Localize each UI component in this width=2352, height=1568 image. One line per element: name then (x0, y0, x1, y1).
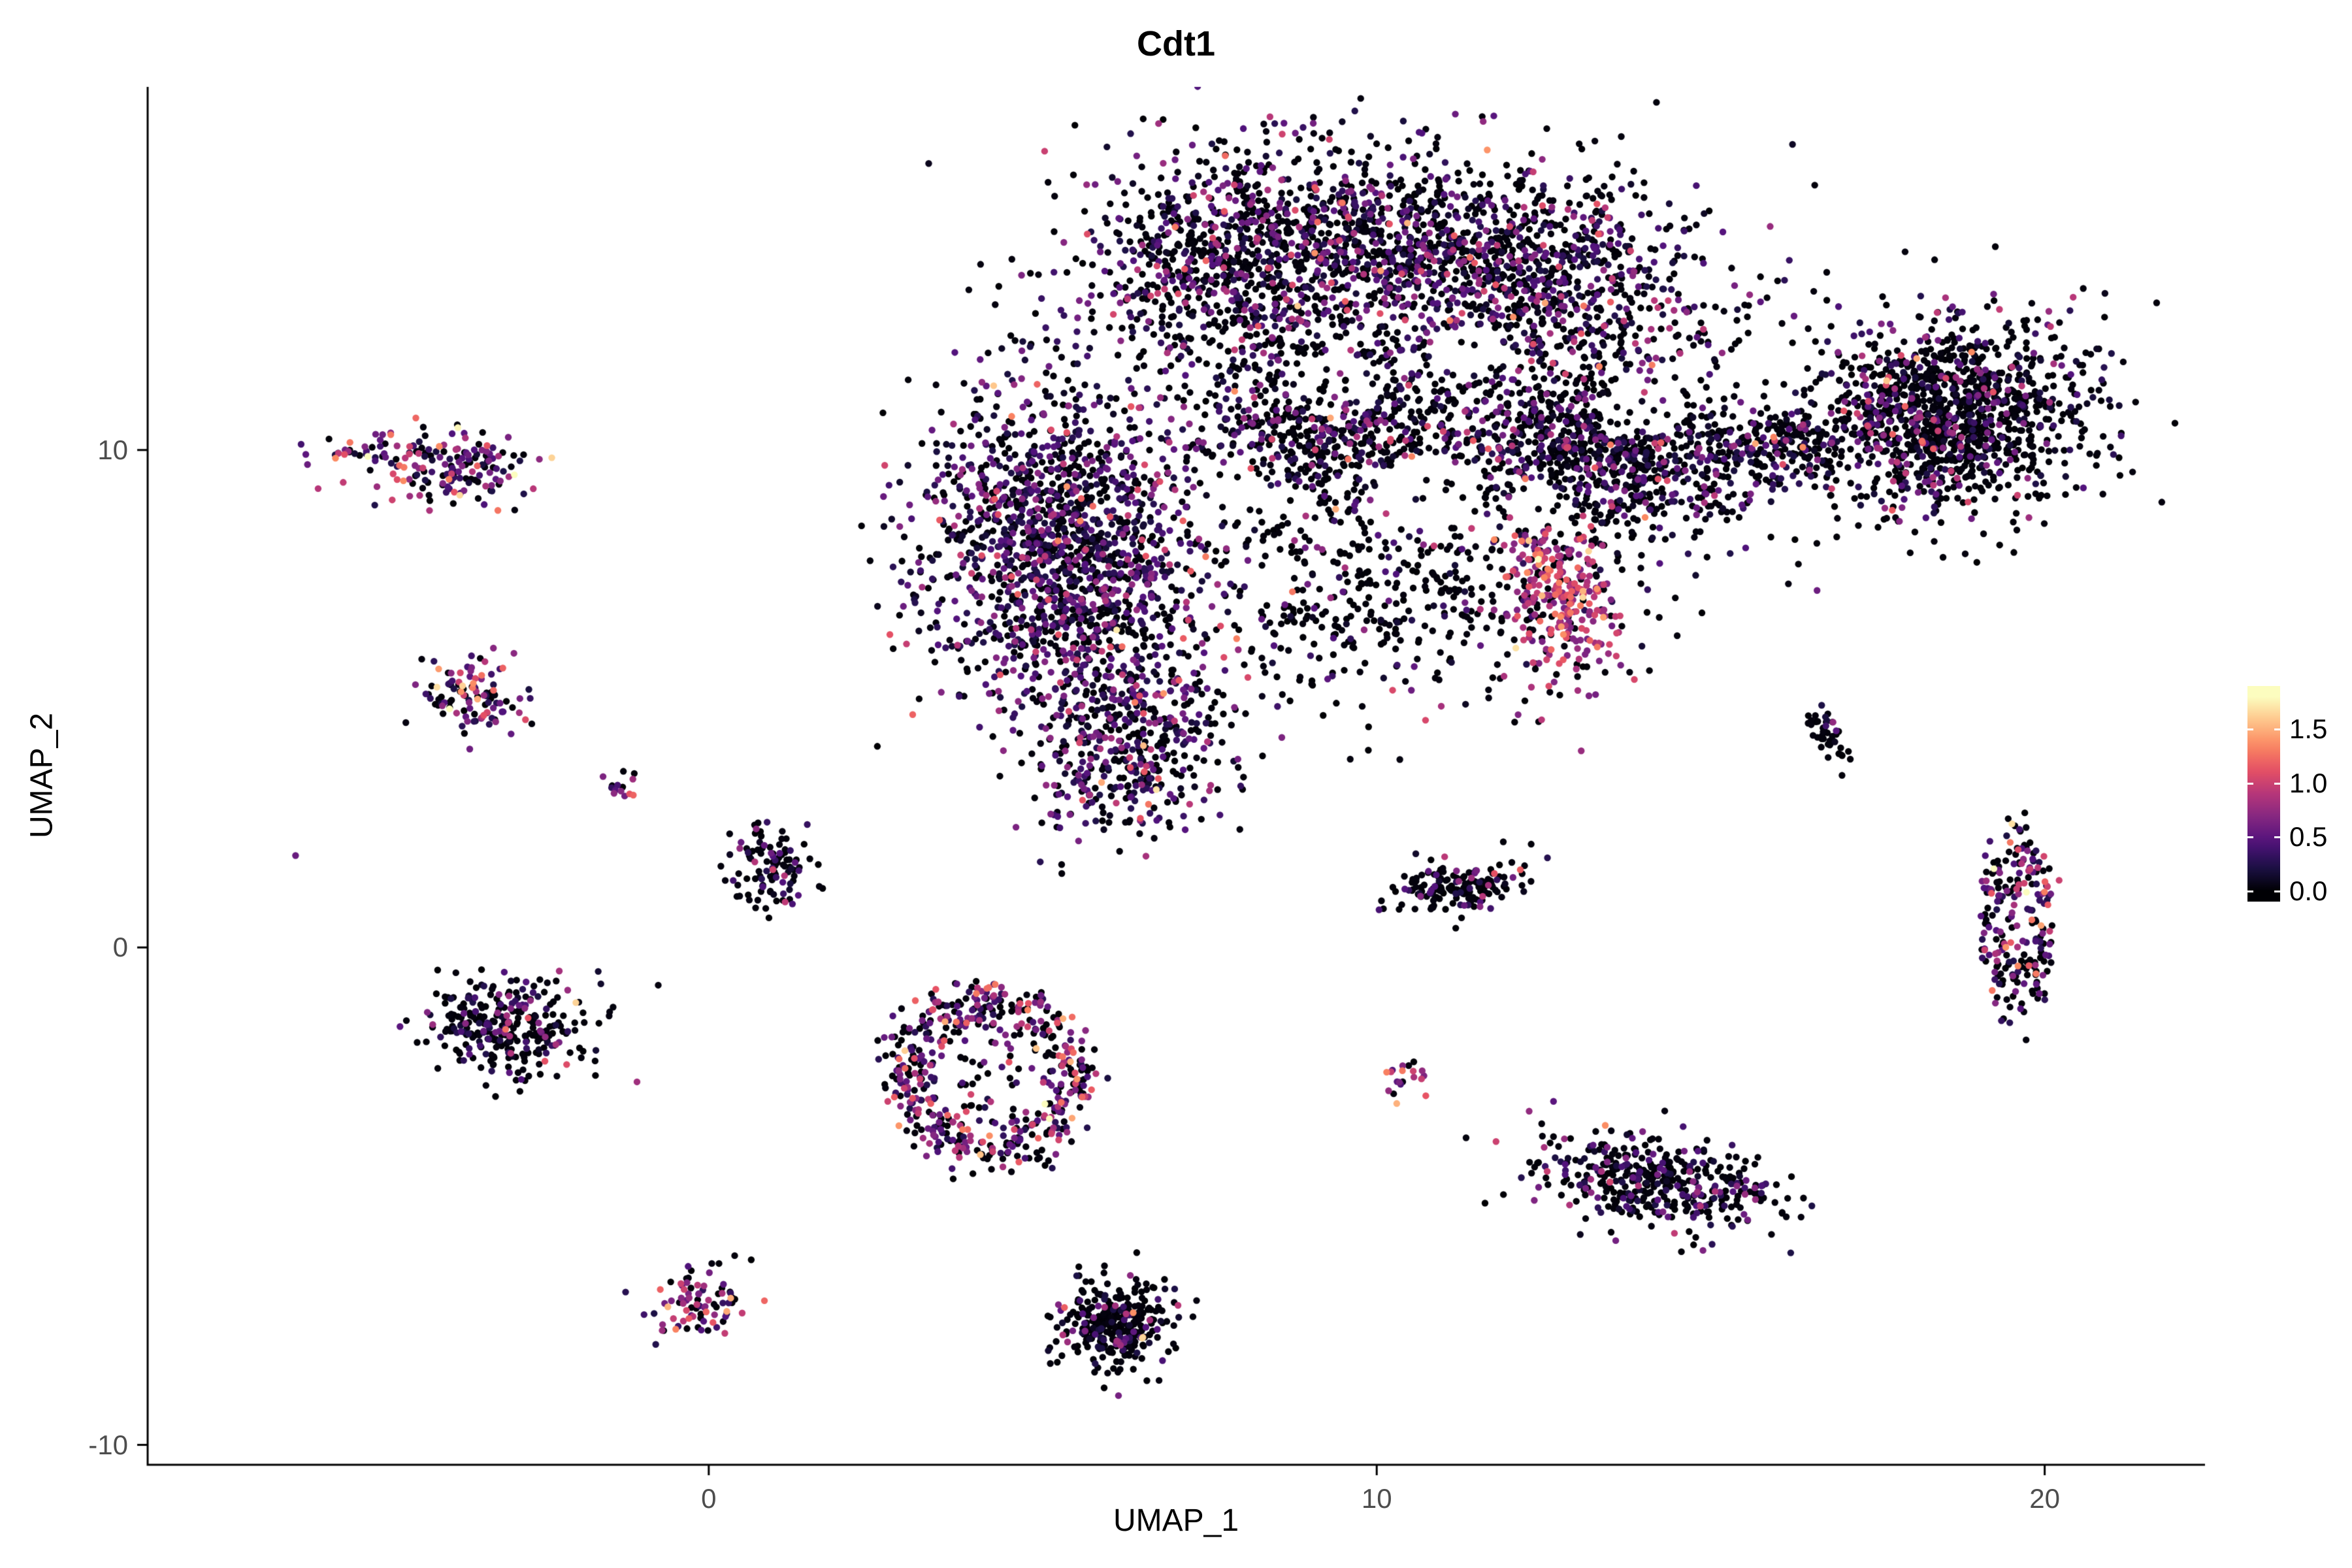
y-tick-label: 10 (97, 434, 128, 465)
colorbar-tick-label: 1.0 (2289, 767, 2328, 798)
x-tick-label: 0 (701, 1483, 717, 1514)
colorbar-tick-mark (2247, 890, 2253, 892)
y-axis-label: UMAP_2 (24, 712, 59, 839)
colorbar-tick-label: 0.5 (2289, 821, 2328, 852)
colorbar-tick-mark (2274, 890, 2280, 892)
colorbar-tick-mark (2274, 728, 2280, 730)
colorbar-tick-labels: 1.5 1.0 0.5 0.0 (2289, 686, 2352, 906)
colorbar-tick-mark (2247, 782, 2253, 785)
colorbar-tick-label: 0.0 (2289, 875, 2328, 906)
colorbar-tick-label: 1.5 (2289, 713, 2328, 744)
colorbar-gradient (2247, 686, 2280, 902)
colorbar-tick-mark (2274, 782, 2280, 785)
colorbar-legend: 1.5 1.0 0.5 0.0 (2247, 686, 2352, 906)
y-tick-label: 0 (112, 932, 128, 963)
x-axis-label: UMAP_1 (1113, 1503, 1239, 1538)
colorbar-tick-mark (2247, 836, 2253, 838)
x-tick-label: 20 (2029, 1483, 2060, 1514)
colorbar-tick-mark (2247, 728, 2253, 730)
y-tick-label: -10 (88, 1429, 128, 1460)
colorbar-tick-mark (2274, 836, 2280, 838)
chart-title: Cdt1 (1137, 24, 1215, 63)
x-tick-label: 10 (1361, 1483, 1392, 1514)
